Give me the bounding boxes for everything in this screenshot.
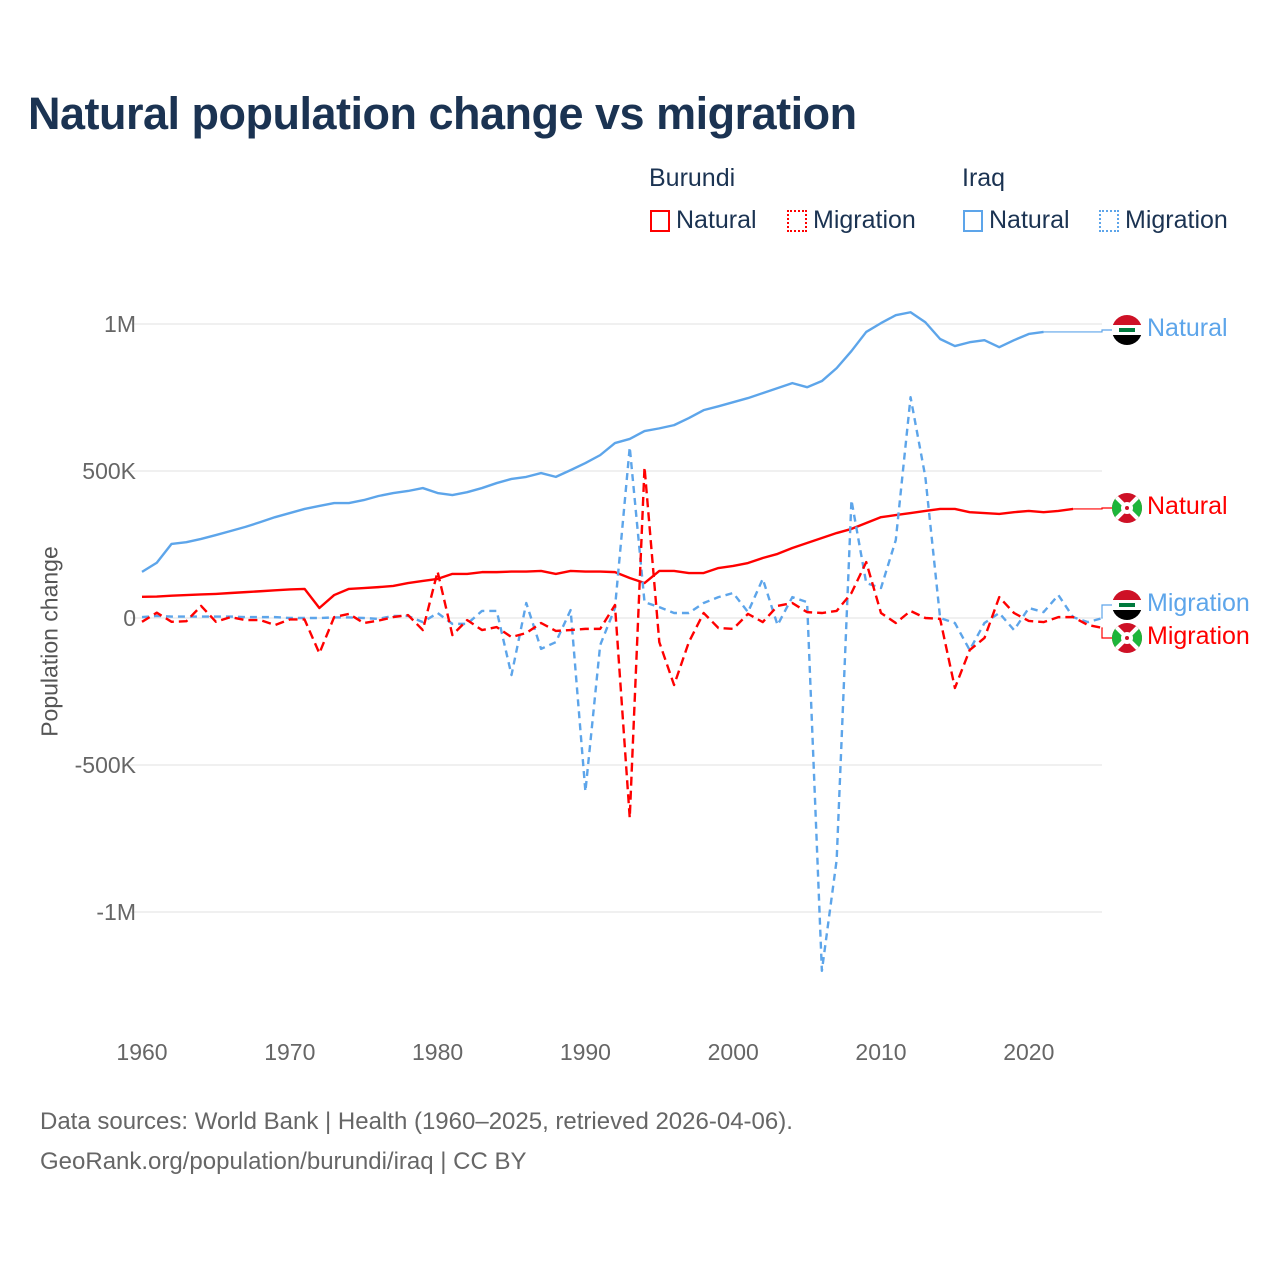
flag-stripe xyxy=(1112,610,1142,620)
flag-triangle xyxy=(1112,623,1127,653)
y-tick-label: 500K xyxy=(82,458,136,484)
flag-triangle xyxy=(1127,623,1142,653)
footer-attribution: GeoRank.org/population/burundi/iraq | CC… xyxy=(40,1148,527,1175)
legend-item-iraq-migration[interactable]: Migration xyxy=(1099,206,1228,235)
flag-body xyxy=(1112,493,1142,523)
flag-script xyxy=(1119,328,1135,332)
x-tick-label: 1970 xyxy=(264,1039,315,1065)
series-line-burundi-natural xyxy=(141,507,1074,610)
end-label-iraq-natural: Natural xyxy=(1147,314,1228,342)
legend-group-burundi: Burundi xyxy=(649,164,736,192)
legend-item-burundi-migration[interactable]: Migration xyxy=(787,206,916,235)
legend-label: Natural xyxy=(676,206,757,234)
end-label-burundi-migration: Migration xyxy=(1147,622,1250,650)
y-tick-label: 0 xyxy=(123,605,136,631)
flag-body xyxy=(1112,623,1142,653)
flag-triangle xyxy=(1112,493,1127,523)
x-tick-label: 1990 xyxy=(560,1039,611,1065)
iraq-flag-icon xyxy=(1112,315,1142,345)
series-line-burundi-migration xyxy=(141,465,1103,820)
flag-stripe xyxy=(1112,315,1142,325)
chart-title: Natural population change vs migration xyxy=(28,88,857,139)
end-label-connector xyxy=(1043,329,1112,333)
x-tick-label: 1980 xyxy=(412,1039,463,1065)
y-tick-label: -500K xyxy=(75,752,137,778)
flag-body xyxy=(1112,590,1142,620)
end-label-connector xyxy=(1101,604,1112,619)
legend-label: Natural xyxy=(989,206,1070,234)
flag-stripe xyxy=(1112,335,1142,345)
footer-sources: Data sources: World Bank | Health (1960–… xyxy=(40,1108,793,1135)
legend-label: Migration xyxy=(813,206,916,234)
burundi-flag-icon xyxy=(1112,493,1142,523)
legend-item-iraq-natural[interactable]: Natural xyxy=(963,206,1070,235)
series-line-iraq-natural xyxy=(141,311,1044,573)
y-tick-label: -1M xyxy=(96,899,136,925)
y-tick-label: 1M xyxy=(104,311,136,337)
legend-swatch-solid xyxy=(650,209,670,232)
legend-swatch-dotted xyxy=(1099,209,1119,232)
end-label-burundi-natural: Natural xyxy=(1147,492,1228,520)
legend-label: Migration xyxy=(1125,206,1228,234)
x-tick-label: 2020 xyxy=(1003,1039,1054,1065)
end-label-connector xyxy=(1101,627,1112,639)
flag-body xyxy=(1112,315,1142,345)
legend-item-burundi-natural[interactable]: Natural xyxy=(650,206,757,235)
series-line-iraq-migration xyxy=(141,396,1104,972)
flag-script xyxy=(1119,603,1135,607)
legend-swatch-solid xyxy=(963,209,983,232)
iraq-flag-icon xyxy=(1112,590,1142,620)
legend-swatch-dotted xyxy=(787,209,807,232)
flag-stripe xyxy=(1112,590,1142,600)
legend-group-iraq: Iraq xyxy=(962,164,1006,192)
flag-star xyxy=(1125,636,1129,640)
end-label-connector xyxy=(1073,507,1112,510)
flag-star xyxy=(1125,506,1129,510)
x-tick-label: 1960 xyxy=(116,1039,167,1065)
x-tick-label: 2010 xyxy=(855,1039,906,1065)
x-tick-label: 2000 xyxy=(708,1039,759,1065)
end-label-iraq-migration: Migration xyxy=(1147,589,1250,617)
burundi-flag-icon xyxy=(1112,623,1142,653)
flag-triangle xyxy=(1127,493,1142,523)
